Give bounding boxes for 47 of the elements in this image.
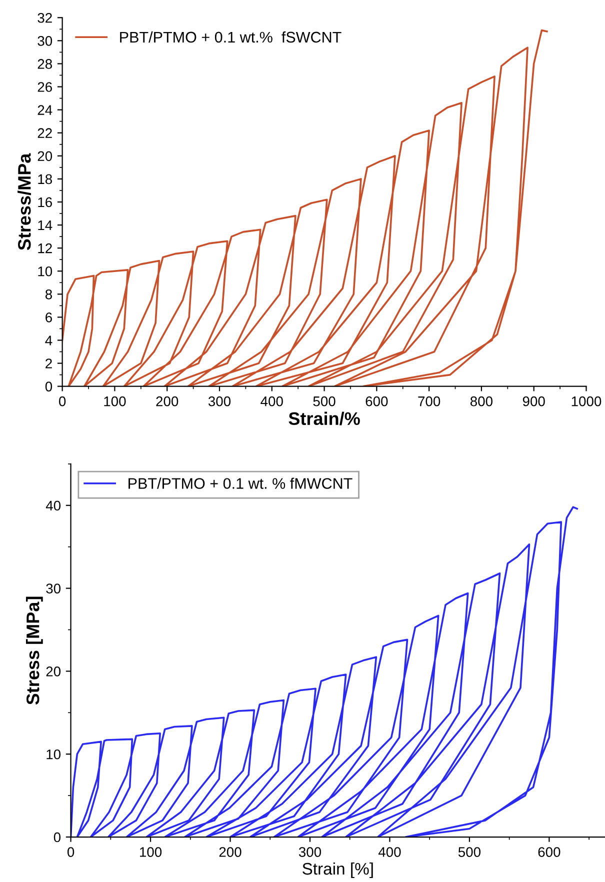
x-tick-label: 700 <box>418 396 440 406</box>
x-tick-label: 500 <box>458 847 480 857</box>
x-tick-label: 200 <box>156 396 178 406</box>
y-tick-label: 8 <box>45 289 52 300</box>
y-tick-label: 28 <box>38 59 52 69</box>
x-tick-label: 400 <box>378 847 401 857</box>
y-tick-label: 2 <box>46 358 52 368</box>
x-tick-label: 200 <box>219 847 242 857</box>
y-tick-label: 10 <box>38 266 52 276</box>
y-tick-label: 30 <box>46 584 61 594</box>
x-tick-label: 400 <box>260 396 283 406</box>
y-tick-label: 6 <box>46 312 52 322</box>
y-tick-label: 20 <box>46 666 61 676</box>
x-tick-label: 300 <box>208 396 231 406</box>
y-tick-label: 4 <box>45 336 52 346</box>
y-tick-label: 12 <box>38 243 52 254</box>
x-tick-label: 800 <box>470 396 493 406</box>
y-axis-title: Stress [MPa] <box>26 596 43 705</box>
y-tick-label: 10 <box>46 749 61 760</box>
y-tick-label: 24 <box>38 105 52 115</box>
x-tick-label: 600 <box>366 396 388 406</box>
x-tick-label: 0 <box>67 847 74 857</box>
x-tick-label: 500 <box>313 396 336 406</box>
y-tick-label: 0 <box>45 382 52 392</box>
x-tick-label: 900 <box>522 396 545 406</box>
legend-label: PBT/PTMO + 0.1 wt.% fSWCNT <box>120 31 342 43</box>
y-tick-label: 18 <box>38 174 52 184</box>
y-tick-label: 30 <box>38 36 52 46</box>
line-series <box>62 29 548 386</box>
x-tick-label: 100 <box>104 396 126 406</box>
y-tick-label: 40 <box>46 500 61 511</box>
x-tick-label: 100 <box>140 847 162 857</box>
y-tick-label: 0 <box>54 832 61 842</box>
x-tick-label: 600 <box>538 847 560 857</box>
y-tick-label: 26 <box>38 82 52 92</box>
line-series <box>70 506 578 838</box>
x-tick-label: 1000 <box>572 396 602 406</box>
y-tick-label: 32 <box>38 12 52 23</box>
y-tick-label: 16 <box>38 197 52 208</box>
x-tick-label: 300 <box>298 847 322 857</box>
x-axis-title: Strain [%] <box>302 862 373 878</box>
x-axis-title: Strain/% <box>288 412 360 426</box>
y-tick-label: 14 <box>38 220 52 230</box>
y-axis-title: Stress/MPa <box>18 153 31 250</box>
y-tick-label: 22 <box>38 128 52 138</box>
y-tick-label: 20 <box>38 151 52 162</box>
legend-label: PBT/PTMO + 0.1 wt. % fMWCNT <box>128 478 352 489</box>
